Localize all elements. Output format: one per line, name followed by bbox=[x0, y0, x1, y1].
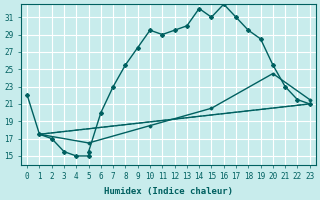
X-axis label: Humidex (Indice chaleur): Humidex (Indice chaleur) bbox=[104, 187, 233, 196]
